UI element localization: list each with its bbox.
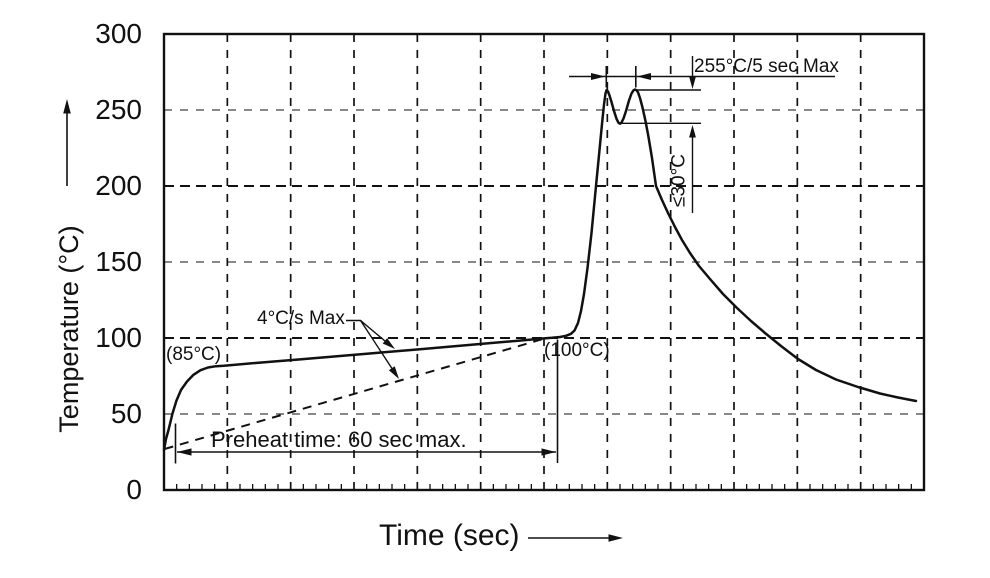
dip-down-arrowhead <box>689 76 696 89</box>
annotation-peak-spec: 255°C/5 sec Max <box>694 56 839 77</box>
leader-line-to-dashed <box>359 320 393 369</box>
max-ramp-dashed-line <box>164 338 544 450</box>
plot-border <box>162 32 926 492</box>
preheat-right-arrowhead <box>541 448 556 456</box>
annotation-preheat-time: Preheat time: 60 sec max. <box>211 427 467 452</box>
preheat-left-arrowhead <box>177 448 192 456</box>
peak-left-arrowhead <box>591 73 606 80</box>
y-tick-100: 100 <box>95 322 142 353</box>
x-axis-title: Time (sec) <box>379 519 520 552</box>
vertical-gridlines <box>226 34 862 490</box>
reflow-profile-curve <box>162 88 918 452</box>
leader-arrowhead-dashed <box>388 366 399 379</box>
leader-arrowhead-curve <box>382 338 395 349</box>
x-axis-arrowhead <box>608 534 623 542</box>
ramp-rate-leaders <box>346 319 399 379</box>
annotation-knee-temp: (85°C) <box>166 344 222 365</box>
annotation-ramp-rate: 4°C/s Max <box>257 308 345 329</box>
y-axis-title: Temperature (°C) <box>54 225 84 433</box>
y-tick-150: 150 <box>95 246 142 277</box>
preheat-dimension <box>174 339 559 464</box>
y-tick-250: 250 <box>95 94 142 125</box>
annotation-dip-spec: ≤30°C <box>668 154 689 207</box>
axis-arrows <box>63 99 623 542</box>
y-tick-50: 50 <box>110 398 142 429</box>
dip-up-arrowhead <box>689 125 696 138</box>
dip-dimension <box>618 56 701 213</box>
horizontal-gridlines-bold <box>164 185 924 339</box>
y-tick-0: 0 <box>126 474 142 505</box>
peak-time-dimension <box>569 66 835 88</box>
y-tick-200: 200 <box>95 170 142 201</box>
peak-right-arrowhead <box>636 73 651 80</box>
annotation-preheat-end-temp: (100°C) <box>544 340 610 361</box>
y-axis-arrowhead <box>63 99 71 114</box>
y-tick-300: 300 <box>95 18 142 49</box>
